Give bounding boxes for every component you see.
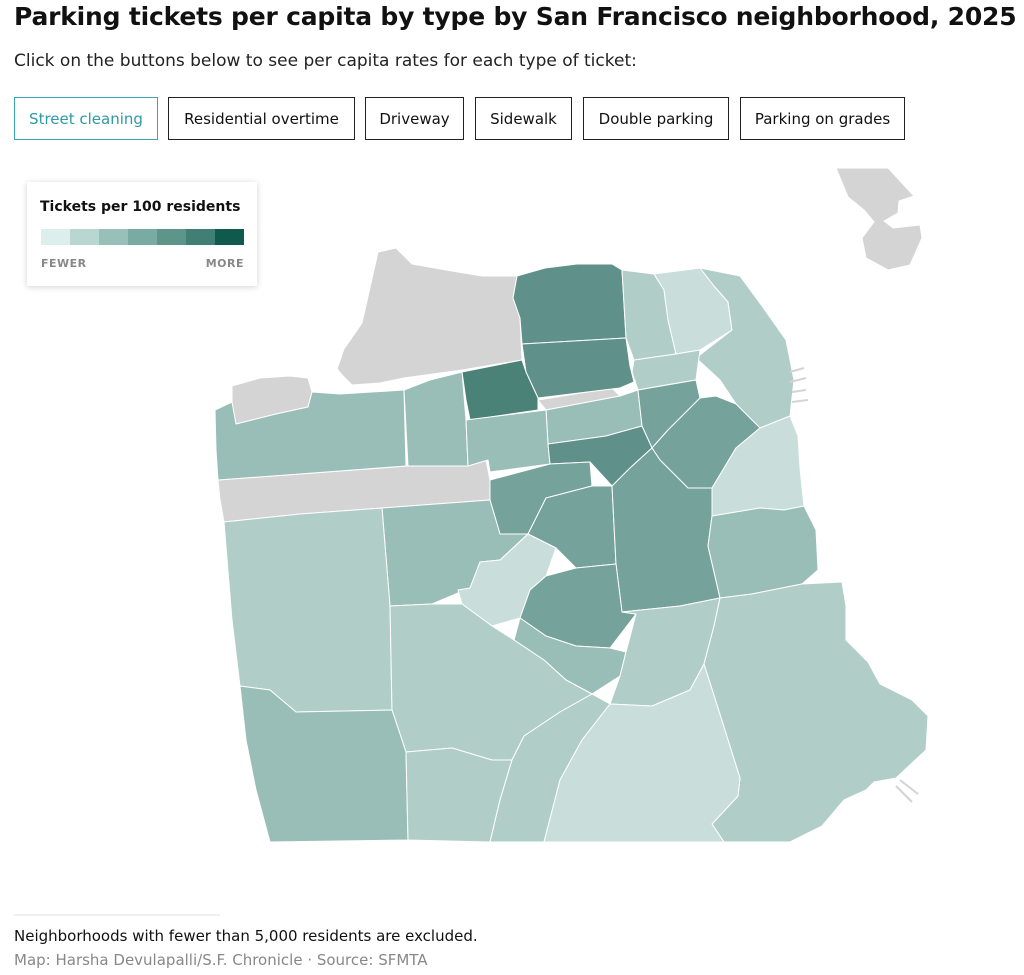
legend-swatch bbox=[70, 229, 99, 245]
chart-title: Parking tickets per capita by type by Sa… bbox=[14, 2, 1017, 31]
legend-high-label: MORE bbox=[205, 257, 244, 270]
neighborhood-excelsior[interactable] bbox=[543, 663, 741, 843]
excluded-presidio bbox=[336, 247, 523, 386]
excluded-treasure-island bbox=[835, 167, 923, 271]
neighborhood-presidio-heights[interactable] bbox=[461, 359, 539, 421]
legend-swatch bbox=[99, 229, 128, 245]
neighborhood-bayview[interactable] bbox=[703, 581, 929, 843]
pier-lines bbox=[789, 367, 919, 803]
neighborhood-cow-hollow[interactable] bbox=[521, 337, 635, 399]
neighborhood-marina[interactable] bbox=[512, 263, 627, 345]
legend-swatch bbox=[186, 229, 215, 245]
sidewalk-button[interactable]: Sidewalk bbox=[475, 97, 572, 140]
parking-on-grades-button[interactable]: Parking on grades bbox=[740, 97, 905, 140]
double-parking-button[interactable]: Double parking bbox=[583, 97, 729, 140]
chart-subtitle: Click on the buttons below to see per ca… bbox=[14, 51, 637, 71]
legend-swatch bbox=[215, 229, 244, 245]
map-legend: Tickets per 100 residents FEWER MORE bbox=[27, 182, 257, 286]
neighborhood-lone-mountain[interactable] bbox=[465, 409, 551, 473]
legend-swatch bbox=[41, 229, 70, 245]
credit-line: Map: Harsha Devulapalli/S.F. Chronicle ·… bbox=[14, 951, 428, 969]
legend-swatch bbox=[157, 229, 186, 245]
footnote: Neighborhoods with fewer than 5,000 resi… bbox=[14, 927, 478, 945]
neighborhood-seacliff-outer-richmond[interactable] bbox=[214, 389, 407, 481]
driveway-button[interactable]: Driveway bbox=[365, 97, 464, 140]
legend-color-ramp bbox=[41, 229, 244, 245]
residential-overtime-button[interactable]: Residential overtime bbox=[168, 97, 355, 140]
legend-swatch bbox=[128, 229, 157, 245]
footer-divider bbox=[14, 914, 220, 916]
street-cleaning-button[interactable]: Street cleaning bbox=[14, 97, 158, 140]
neighborhood-map bbox=[214, 167, 929, 843]
neighborhood-potrero-hill[interactable] bbox=[707, 505, 819, 599]
legend-low-label: FEWER bbox=[41, 257, 87, 270]
neighborhood-outer-sunset[interactable] bbox=[223, 507, 393, 713]
legend-title: Tickets per 100 residents bbox=[40, 199, 241, 215]
neighborhood-inner-richmond[interactable] bbox=[403, 371, 469, 467]
